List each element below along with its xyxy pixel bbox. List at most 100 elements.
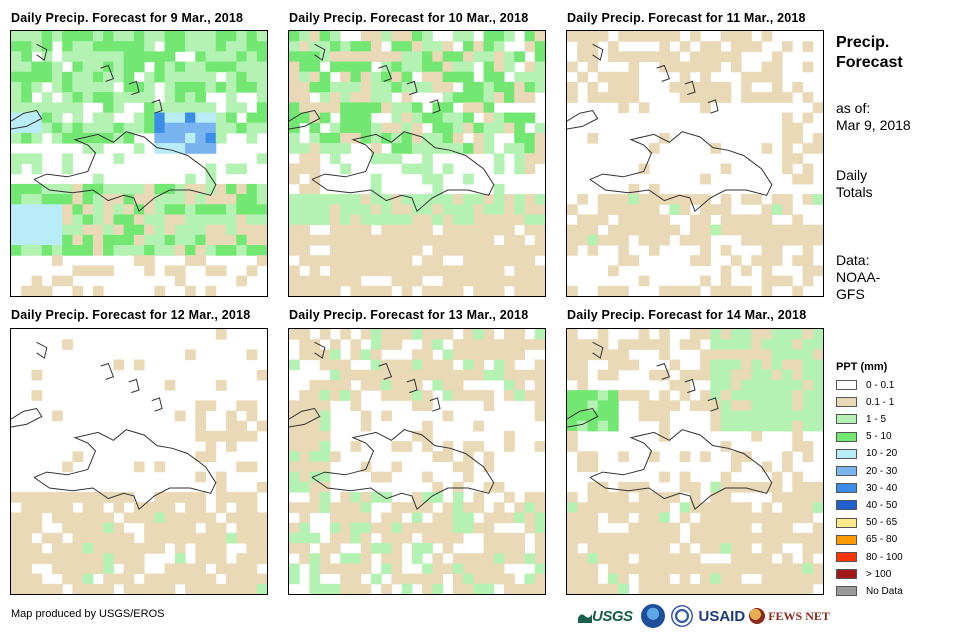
precip-cell [154, 194, 166, 205]
precip-cell [103, 532, 114, 544]
precip-cell [319, 563, 331, 575]
precip-cell [246, 461, 258, 473]
precip-cell [154, 492, 166, 503]
precip-cell [350, 92, 362, 103]
precip-cell [432, 245, 444, 256]
precip-cell [319, 132, 331, 144]
precip-cell [185, 522, 196, 534]
precip-cell [62, 245, 73, 256]
precip-cell [741, 451, 752, 462]
precip-cell [638, 31, 650, 42]
precip-cell [567, 553, 578, 564]
precip-cell [319, 71, 331, 83]
precip-cell [782, 379, 793, 391]
precip-cell [360, 329, 372, 340]
precip-cell [812, 543, 823, 554]
precip-cell [82, 183, 94, 195]
precip-cell [195, 224, 207, 236]
precip-cell [319, 400, 331, 412]
precip-cell [205, 214, 217, 226]
precip-cell [21, 553, 32, 564]
precip-cell [567, 369, 578, 381]
precip-cell [123, 31, 135, 42]
precip-cell [792, 441, 804, 452]
precip-cell [730, 61, 742, 73]
precip-cell [659, 563, 670, 575]
precip-cell [659, 234, 670, 246]
precip-cell [504, 441, 515, 452]
precip-cell [802, 339, 814, 350]
precip-cell [638, 163, 650, 175]
precip-cell [618, 255, 629, 266]
precip-cell [761, 143, 773, 154]
precip-cell [802, 112, 814, 124]
precip-cell [411, 245, 423, 256]
legend-swatch [836, 569, 857, 580]
precip-cell [432, 451, 444, 462]
precip-cell [381, 214, 392, 226]
precip-cell [524, 163, 536, 175]
precip-cell [700, 359, 711, 371]
precip-cell [51, 512, 63, 524]
precip-cell [534, 379, 545, 391]
precip-cell [401, 102, 413, 114]
precip-cell [289, 543, 300, 554]
precip-cell [534, 400, 545, 412]
precip-cell [802, 512, 814, 524]
precip-cell [587, 31, 599, 42]
precip-cell [144, 102, 155, 114]
legend-title: PPT (mm) [836, 361, 888, 373]
precip-cell [524, 143, 536, 154]
precip-cell [329, 143, 341, 154]
precip-cell [679, 71, 691, 83]
precip-cell [700, 92, 711, 103]
precip-cell [82, 563, 94, 575]
precip-cell [638, 502, 650, 513]
precip-cell [350, 255, 362, 266]
precip-cell [329, 563, 341, 575]
precip-cell [534, 359, 545, 371]
precip-cell [422, 163, 433, 175]
precip-cell [299, 349, 310, 361]
precip-cell [31, 390, 43, 401]
precip-cell [483, 481, 495, 493]
precip-cell [483, 369, 495, 381]
precip-cell [720, 492, 732, 503]
precip-cell [329, 122, 341, 134]
precip-cell [587, 234, 599, 246]
precip-cell [659, 471, 670, 483]
precip-cell [700, 451, 711, 462]
precip-cell [483, 31, 495, 42]
precip-cell [648, 31, 660, 42]
precip-cell [700, 234, 711, 246]
precip-cell [164, 522, 176, 534]
precip-cell [638, 234, 650, 246]
precip-cell [370, 339, 382, 350]
precip-cell [360, 285, 372, 296]
precip-cell [812, 329, 823, 340]
precip-cell [350, 102, 362, 114]
precip-cell [792, 400, 804, 412]
fews-net-globe-icon [749, 608, 766, 624]
precip-cell [185, 512, 196, 524]
precip-cell [309, 163, 321, 175]
precip-cell [299, 451, 310, 462]
precip-cell [720, 163, 732, 175]
precip-cell [11, 194, 22, 205]
precip-cell [669, 81, 681, 93]
precip-cell [689, 61, 701, 73]
precip-cell [289, 502, 300, 513]
precip-cell [761, 265, 773, 277]
precip-cell [473, 234, 485, 246]
precip-cell [432, 71, 444, 83]
precip-cell [164, 31, 176, 42]
precip-cell [689, 194, 701, 205]
precip-cell [524, 245, 536, 256]
precip-cell [41, 31, 53, 42]
precip-cell [11, 81, 22, 93]
precip-cell [689, 492, 701, 503]
precip-cell [256, 153, 267, 164]
precip-cell [720, 522, 732, 534]
precip-cell [782, 502, 793, 513]
precip-cell [659, 492, 670, 503]
